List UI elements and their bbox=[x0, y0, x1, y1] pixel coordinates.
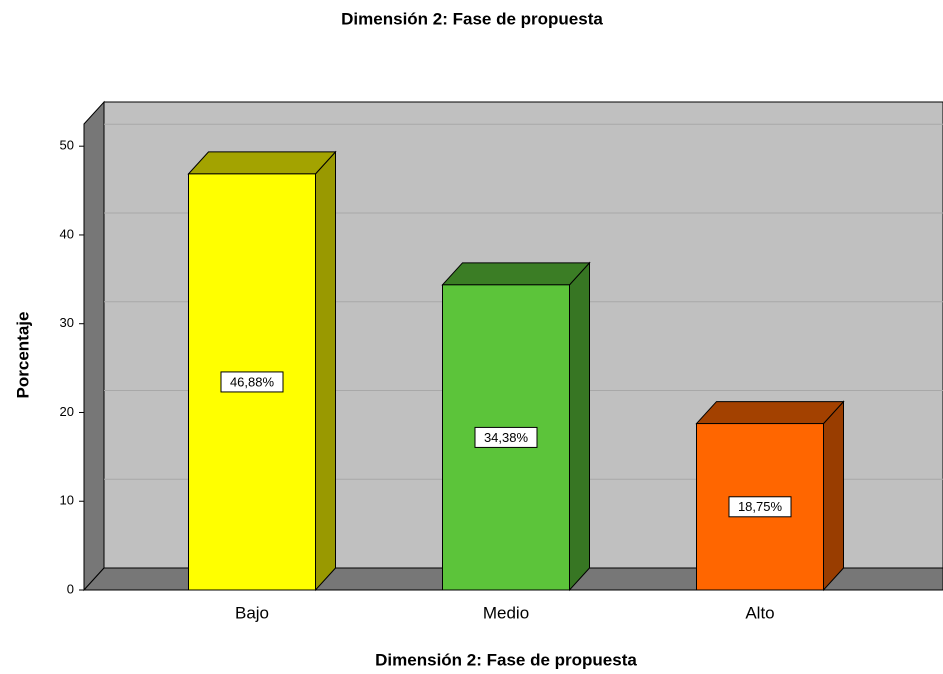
bar-top bbox=[187, 151, 337, 175]
value-label-box bbox=[474, 426, 538, 448]
chart-title: Dimensión 2: Fase de propuesta bbox=[341, 9, 603, 28]
bar-top bbox=[695, 401, 845, 425]
y-tick-label: 50 bbox=[60, 138, 74, 153]
x-axis-title: Dimensión 2: Fase de propuesta bbox=[375, 650, 637, 669]
y-tick-label: 20 bbox=[60, 404, 74, 419]
bar-side bbox=[315, 150, 336, 592]
value-label: 46,88% bbox=[230, 374, 275, 389]
value-label-box bbox=[220, 371, 284, 393]
y-tick-label: 30 bbox=[60, 315, 74, 330]
x-tick-label: Bajo bbox=[235, 603, 269, 622]
value-label-box bbox=[728, 496, 792, 518]
bar-top bbox=[441, 262, 591, 286]
x-tick-label: Alto bbox=[745, 603, 774, 622]
x-tick-label: Medio bbox=[483, 603, 529, 622]
left-wall bbox=[83, 100, 105, 592]
bar-side bbox=[569, 261, 590, 592]
y-tick-label: 0 bbox=[67, 581, 74, 596]
y-axis-title: Porcentaje bbox=[13, 312, 32, 399]
value-label: 34,38% bbox=[484, 430, 529, 445]
value-label: 18,75% bbox=[738, 499, 783, 514]
y-tick-label: 10 bbox=[60, 493, 74, 508]
bar-side bbox=[823, 400, 844, 592]
y-tick-label: 40 bbox=[60, 226, 74, 241]
